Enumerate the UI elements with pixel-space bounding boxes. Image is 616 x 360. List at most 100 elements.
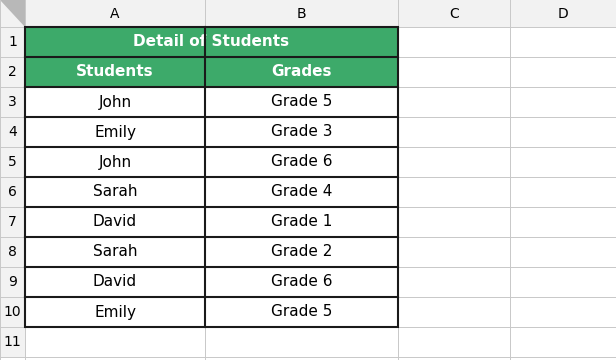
Bar	[0, 297, 25, 327]
Bar	[205, 207, 398, 237]
Bar	[398, 327, 510, 357]
Bar	[510, 297, 616, 327]
Bar	[25, 87, 205, 117]
Bar	[510, 57, 616, 87]
Bar	[25, 207, 205, 237]
Bar	[510, 177, 616, 207]
Text: Students: Students	[76, 64, 154, 80]
Text: 10: 10	[4, 305, 22, 319]
Bar	[510, 267, 616, 297]
Bar	[0, 177, 25, 207]
Text: 6: 6	[8, 185, 17, 199]
Text: Grade 5: Grade 5	[271, 305, 332, 320]
Text: 3: 3	[8, 95, 17, 109]
Text: John: John	[99, 94, 132, 109]
Text: Grade 1: Grade 1	[271, 215, 332, 230]
Bar	[25, 177, 205, 207]
Text: 9: 9	[8, 275, 17, 289]
Text: A: A	[110, 6, 120, 21]
Bar	[510, 207, 616, 237]
Bar	[0, 207, 25, 237]
Text: 2: 2	[8, 65, 17, 79]
Bar	[398, 117, 510, 147]
Bar	[205, 297, 398, 327]
Bar	[25, 297, 205, 327]
Bar	[0, 267, 25, 297]
Text: 7: 7	[8, 215, 17, 229]
Bar	[25, 87, 205, 117]
Bar	[205, 27, 398, 57]
Bar	[398, 207, 510, 237]
Bar	[510, 117, 616, 147]
Text: 1: 1	[8, 35, 17, 49]
Bar	[0, 87, 25, 117]
Bar	[205, 177, 398, 207]
Text: Grade 5: Grade 5	[271, 94, 332, 109]
Bar	[205, 177, 398, 207]
Bar	[25, 177, 205, 207]
Bar	[0, 147, 25, 177]
Polygon shape	[0, 0, 25, 27]
Text: Sarah: Sarah	[93, 184, 137, 199]
Bar	[25, 147, 205, 177]
Bar	[205, 327, 398, 357]
Bar	[398, 267, 510, 297]
Bar	[398, 87, 510, 117]
Bar	[205, 57, 398, 87]
Bar	[0, 117, 25, 147]
Bar	[25, 297, 205, 327]
Text: David: David	[93, 274, 137, 289]
Bar	[398, 27, 510, 57]
Bar	[398, 147, 510, 177]
Text: Grade 2: Grade 2	[271, 244, 332, 260]
Bar	[205, 267, 398, 297]
Text: 8: 8	[8, 245, 17, 259]
Bar	[25, 327, 205, 357]
Bar	[0, 237, 25, 267]
Bar	[205, 87, 398, 117]
Text: John: John	[99, 154, 132, 170]
Bar	[398, 0, 510, 27]
Bar	[25, 27, 398, 327]
Text: Emily: Emily	[94, 305, 136, 320]
Bar	[25, 27, 205, 57]
Bar	[205, 267, 398, 297]
Bar	[25, 267, 205, 297]
Bar	[205, 147, 398, 177]
Bar	[25, 27, 398, 57]
Bar	[0, 57, 25, 87]
Bar	[510, 327, 616, 357]
Bar	[510, 147, 616, 177]
Bar	[398, 237, 510, 267]
Bar	[0, 327, 25, 357]
Bar	[510, 237, 616, 267]
Bar	[25, 57, 205, 87]
Text: Grade 6: Grade 6	[271, 154, 332, 170]
Bar	[25, 57, 205, 87]
Bar	[205, 117, 398, 147]
Bar	[25, 147, 205, 177]
Bar	[25, 237, 205, 267]
Text: B: B	[297, 6, 306, 21]
Bar	[205, 207, 398, 237]
Text: Grade 4: Grade 4	[271, 184, 332, 199]
Text: 5: 5	[8, 155, 17, 169]
Text: 11: 11	[4, 335, 22, 349]
Text: David: David	[93, 215, 137, 230]
Bar	[25, 117, 205, 147]
Bar	[25, 237, 205, 267]
Text: D: D	[557, 6, 569, 21]
Bar	[205, 237, 398, 267]
Bar	[510, 87, 616, 117]
Text: Grade 6: Grade 6	[271, 274, 332, 289]
Bar	[510, 0, 616, 27]
Bar	[205, 237, 398, 267]
Text: Sarah: Sarah	[93, 244, 137, 260]
Bar	[398, 177, 510, 207]
Bar	[398, 57, 510, 87]
Bar	[25, 117, 205, 147]
Bar	[398, 297, 510, 327]
Bar	[205, 297, 398, 327]
Bar	[205, 0, 398, 27]
Bar	[25, 207, 205, 237]
